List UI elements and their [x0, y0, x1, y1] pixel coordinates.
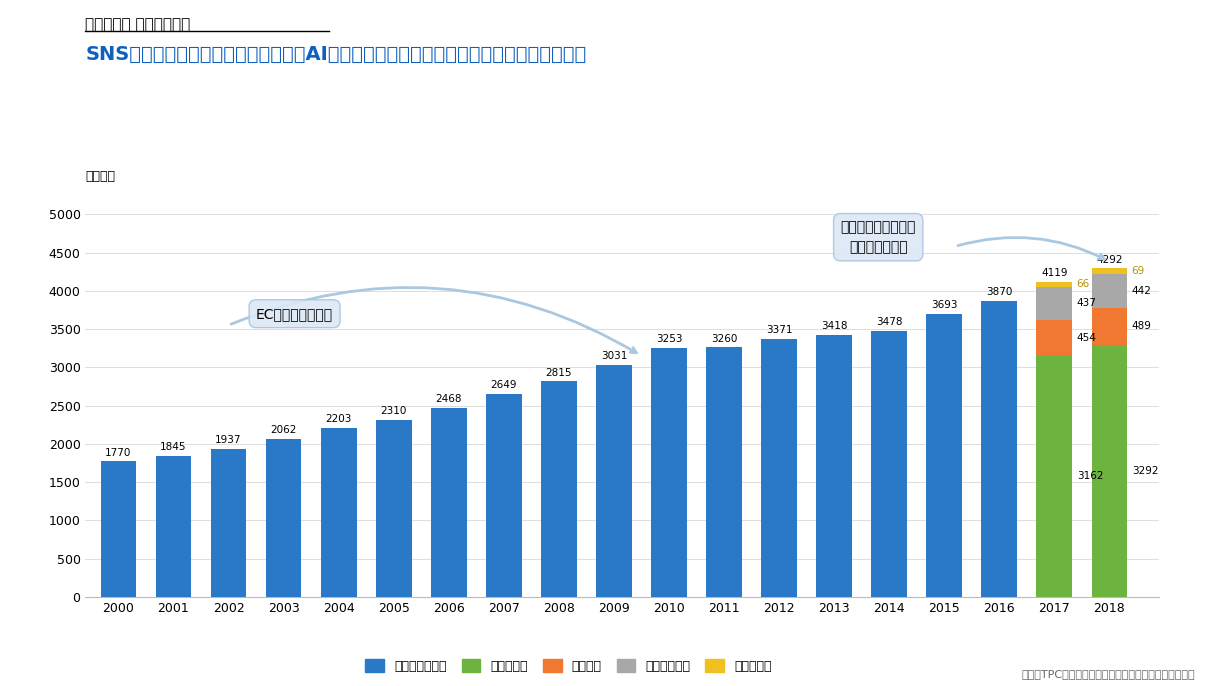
Bar: [926, 314, 963, 597]
Text: ECチャネルの拡大: ECチャネルの拡大: [256, 307, 333, 321]
Bar: [1037, 287, 1072, 320]
Text: 4292: 4292: [1097, 255, 1122, 265]
Text: 出典：TPCマーケティングリサーチの調査結果より作成: 出典：TPCマーケティングリサーチの調査結果より作成: [1022, 669, 1196, 679]
Bar: [540, 381, 577, 597]
Text: 1770: 1770: [105, 447, 132, 458]
Bar: [871, 331, 908, 597]
Bar: [321, 428, 356, 597]
Text: 2310: 2310: [381, 406, 407, 416]
Bar: [1037, 282, 1072, 287]
Text: 3031: 3031: [600, 351, 627, 361]
Bar: [1037, 320, 1072, 355]
Bar: [1092, 274, 1127, 307]
Text: 442: 442: [1132, 285, 1152, 296]
Bar: [981, 300, 1017, 597]
Text: ライフスタイルとの
マッチング加速: ライフスタイルとの マッチング加速: [841, 220, 916, 254]
Text: 1937: 1937: [215, 435, 242, 445]
Text: 454: 454: [1077, 333, 1097, 342]
Bar: [431, 408, 467, 597]
Text: 3418: 3418: [821, 322, 848, 331]
Text: 2203: 2203: [326, 414, 351, 425]
Text: 489: 489: [1132, 321, 1152, 331]
Bar: [156, 456, 192, 597]
Text: 3478: 3478: [876, 317, 903, 327]
Bar: [597, 365, 632, 597]
Text: 3693: 3693: [931, 300, 958, 311]
Bar: [1092, 307, 1127, 345]
Text: 通販化粧品 市場規模推移: 通販化粧品 市場規模推移: [85, 17, 190, 32]
Text: 3260: 3260: [711, 333, 737, 344]
Bar: [816, 335, 852, 597]
Text: 2815: 2815: [545, 368, 572, 377]
Bar: [376, 420, 411, 597]
Bar: [1092, 345, 1127, 597]
Text: 4119: 4119: [1041, 268, 1068, 278]
Bar: [486, 394, 522, 597]
Text: 66: 66: [1077, 279, 1089, 289]
Text: 1845: 1845: [160, 442, 187, 452]
Text: 3253: 3253: [655, 334, 682, 344]
Bar: [211, 449, 246, 597]
Bar: [1092, 268, 1127, 274]
Bar: [706, 347, 742, 597]
Bar: [266, 439, 301, 597]
Text: SNSインフルエンス、スマホアプリ、AI技術により販促や購買行動が多様化し、市場伸長: SNSインフルエンス、スマホアプリ、AI技術により販促や購買行動が多様化し、市場…: [85, 45, 587, 64]
Text: 2649: 2649: [490, 380, 517, 390]
Legend: 通販化粧品全体, スキンケア, ヘアケア, メイクアップ, ボディケア: 通販化粧品全体, スキンケア, ヘアケア, メイクアップ, ボディケア: [360, 654, 777, 678]
Text: 3292: 3292: [1132, 466, 1158, 476]
Text: （億円）: （億円）: [85, 170, 116, 183]
Bar: [1037, 355, 1072, 597]
Bar: [100, 462, 137, 597]
Text: 69: 69: [1132, 266, 1146, 276]
Bar: [651, 348, 687, 597]
Text: 2062: 2062: [271, 425, 296, 435]
Text: 437: 437: [1077, 298, 1097, 309]
Text: 3371: 3371: [766, 325, 792, 335]
Bar: [761, 339, 797, 597]
Text: 3162: 3162: [1077, 471, 1103, 481]
Text: 3870: 3870: [986, 287, 1013, 297]
Text: 2468: 2468: [436, 394, 462, 404]
